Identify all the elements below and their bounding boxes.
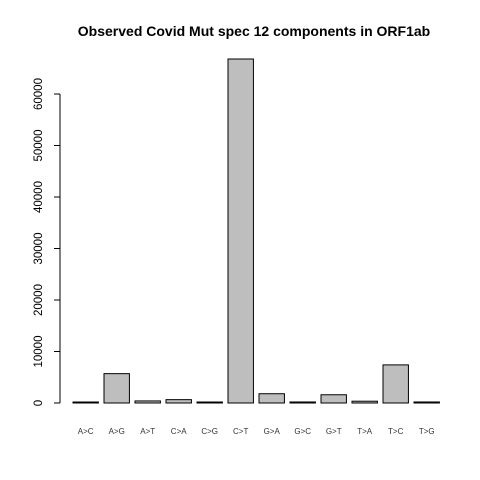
bar-A>C	[73, 402, 98, 403]
x-tick-label: A>C	[78, 427, 94, 436]
x-tick-label: G>C	[294, 427, 311, 436]
bar-A>T	[135, 401, 160, 403]
x-tick-label: C>T	[233, 427, 248, 436]
y-tick-label: 40000	[33, 181, 45, 213]
x-tick-label: C>G	[201, 427, 218, 436]
bar-G>C	[290, 402, 315, 403]
y-tick-label: 50000	[33, 130, 45, 162]
x-tick-label: A>T	[140, 427, 155, 436]
x-tick-label: T>G	[419, 427, 435, 436]
bar-C>G	[197, 402, 222, 403]
chart-title: Observed Covid Mut spec 12 components in…	[78, 23, 430, 39]
bar-T>G	[414, 402, 439, 403]
y-tick-label: 0	[33, 400, 45, 406]
x-axis-labels: A>C A>G A>T C>A C>G C>T G>A G>C G>T T>A T>C T>G	[78, 427, 435, 436]
y-tick-label: 30000	[33, 233, 45, 265]
bars	[73, 59, 439, 403]
y-axis: 0 10000 20000 30000 40000 50000 60000	[33, 78, 60, 406]
x-tick-label: G>T	[326, 427, 342, 436]
bar-C>A	[166, 400, 191, 403]
x-tick-label: C>A	[171, 427, 187, 436]
bar-G>T	[321, 395, 346, 403]
x-tick-label: T>A	[357, 427, 373, 436]
x-tick-label: A>G	[109, 427, 125, 436]
x-tick-label: G>A	[264, 427, 281, 436]
y-tick-label: 60000	[33, 78, 45, 110]
bar-T>C	[383, 365, 408, 403]
bar-A>G	[104, 374, 129, 403]
x-tick-label: T>C	[388, 427, 404, 436]
bar-G>A	[259, 394, 284, 403]
bar-T>A	[352, 401, 377, 403]
y-tick-label: 20000	[33, 284, 45, 316]
bar-C>T	[228, 59, 253, 403]
y-tick-label: 10000	[33, 336, 45, 368]
